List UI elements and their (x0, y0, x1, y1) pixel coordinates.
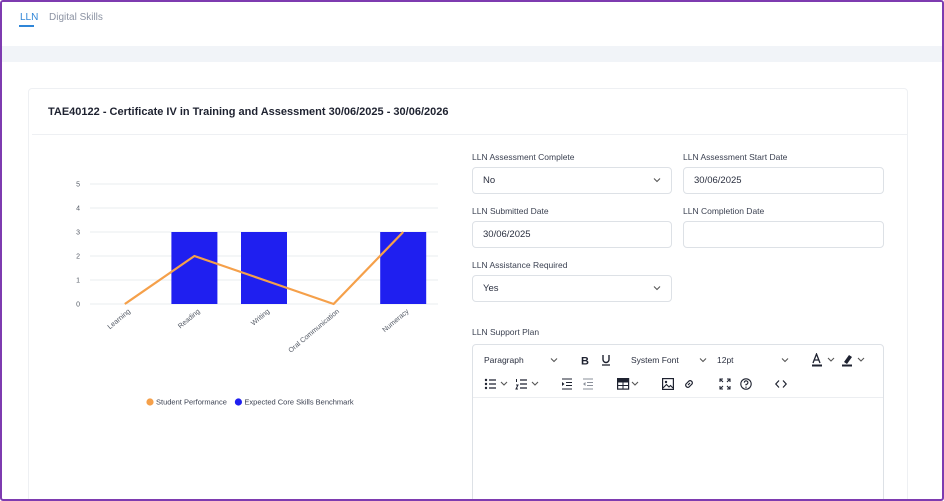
x-tick-label: Learning (107, 308, 132, 331)
indent-icon[interactable] (561, 376, 573, 392)
font-family-select[interactable]: System Font (631, 352, 709, 368)
assistance-required-label: LLN Assistance Required (472, 260, 568, 270)
submitted-date-value: 30/06/2025 (483, 229, 531, 240)
editor-toolbar-row-1: Paragraph B System Font 12pt (473, 348, 883, 372)
assistance-required-value: Yes (483, 283, 499, 294)
chart-line (124, 231, 404, 306)
support-plan-label: LLN Support Plan (472, 327, 540, 337)
submitted-date-input[interactable]: 30/06/2025 (472, 221, 672, 248)
y-tick-label: 1 (76, 278, 80, 285)
numbered-list-icon[interactable] (515, 376, 541, 392)
y-tick-label: 0 (76, 302, 80, 309)
completion-date-input[interactable] (683, 221, 884, 248)
svg-text:B: B (581, 355, 589, 366)
y-tick-label: 5 (76, 182, 80, 189)
tab-digital-skills[interactable]: Digital Skills (49, 12, 103, 23)
highlight-icon[interactable] (841, 352, 867, 368)
x-tick-label: Reading (177, 308, 202, 330)
bold-icon[interactable]: B (580, 352, 590, 368)
table-icon[interactable] (617, 376, 641, 392)
assessment-complete-label: LLN Assessment Complete (472, 152, 575, 162)
bullet-list-icon[interactable] (484, 376, 510, 392)
editor-toolbar-row-2 (473, 372, 883, 396)
tab-bar: LLN Digital Skills (2, 2, 942, 46)
fullscreen-icon[interactable] (719, 376, 731, 392)
start-date-label: LLN Assessment Start Date (683, 152, 788, 162)
x-tick-label: Writing (250, 308, 271, 327)
code-icon[interactable] (775, 376, 787, 392)
header-band (2, 46, 942, 62)
assessment-complete-value: No (483, 175, 496, 186)
help-icon[interactable] (740, 376, 752, 392)
card-divider (32, 134, 908, 135)
assessment-complete-select[interactable]: No (472, 167, 672, 194)
chevron-down-icon (699, 358, 707, 363)
toolbar-divider (473, 397, 883, 398)
chevron-down-icon (550, 358, 558, 363)
chevron-down-icon (653, 286, 661, 291)
benchmark-bar (241, 232, 287, 304)
legend-marker (146, 398, 154, 406)
link-icon[interactable] (683, 376, 695, 392)
chart-legend: Student Performance Expected Core Skills … (146, 398, 354, 407)
benchmark-bar (171, 232, 218, 304)
font-family-value: System Font (631, 355, 679, 365)
legend-label: Student Performance (156, 398, 227, 407)
y-tick-label: 4 (76, 206, 80, 213)
x-tick-label: Oral Communication (288, 308, 341, 354)
chevron-down-icon (653, 178, 661, 183)
chart-bars (171, 232, 427, 304)
y-tick-label: 2 (76, 254, 80, 261)
text-color-icon[interactable] (811, 352, 837, 368)
start-date-input[interactable]: 30/06/2025 (683, 167, 884, 194)
x-tick-label: Numeracy (382, 308, 411, 334)
support-plan-editor[interactable]: Paragraph B System Font 12pt (472, 344, 884, 499)
legend-label: Expected Core Skills Benchmark (244, 398, 353, 407)
assistance-required-select[interactable]: Yes (472, 275, 672, 302)
font-size-select[interactable]: 12pt (717, 352, 791, 368)
completion-date-label: LLN Completion Date (683, 206, 765, 216)
block-format-select[interactable]: Paragraph (484, 352, 560, 368)
chart-x-ticks: Learning Reading Writing Oral Communication… (107, 308, 411, 355)
chevron-down-icon (781, 358, 789, 363)
font-size-value: 12pt (717, 355, 734, 365)
image-icon[interactable] (662, 376, 674, 392)
start-date-value: 30/06/2025 (694, 175, 742, 186)
block-format-value: Paragraph (484, 355, 524, 365)
active-tab-indicator (19, 25, 34, 27)
benchmark-bar (380, 232, 427, 304)
course-title: TAE40122 - Certificate IV in Training an… (48, 106, 449, 118)
underline-icon[interactable] (601, 352, 611, 368)
y-tick-label: 3 (76, 230, 80, 237)
legend-marker (234, 398, 242, 406)
lln-chart: 0 1 2 3 4 5 Learning Reading Writing Oral Commun… (76, 182, 438, 407)
submitted-date-label: LLN Submitted Date (472, 206, 549, 216)
chart-y-ticks: 0 1 2 3 4 5 (76, 182, 80, 309)
tab-lln[interactable]: LLN (20, 12, 39, 23)
outdent-icon[interactable] (582, 376, 594, 392)
